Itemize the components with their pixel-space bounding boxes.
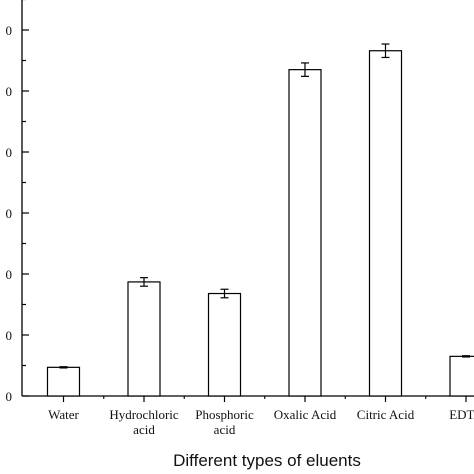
y-tick-label: 0 [6, 267, 13, 282]
x-tick-label: Citric Acid [357, 407, 415, 422]
y-tick-label: 0 [6, 145, 13, 160]
y-tick-label: 0 [6, 389, 13, 404]
x-tick-label: Phosphoric acid [195, 407, 254, 437]
y-tick-label: 0 [6, 328, 13, 343]
x-tick-label-line: Oxalic Acid [274, 407, 337, 422]
x-tick-label-line: Water [48, 407, 79, 422]
x-tick-label: EDTA [449, 407, 474, 422]
bar [207, 292, 242, 397]
x-tick-label-line: EDTA [449, 407, 474, 422]
x-tick-label-line: acid [133, 422, 155, 437]
x-tick-label-line: Hydrochloric [109, 407, 179, 422]
bar [46, 366, 81, 397]
x-tick-label: Water [48, 407, 79, 422]
bar [288, 69, 322, 397]
y-tick-label: 0 [6, 84, 13, 99]
bar [368, 50, 403, 397]
x-tick-label-line: Phosphoric [195, 407, 254, 422]
y-tick-label: 0 [6, 23, 13, 38]
bar [127, 281, 161, 397]
bar [449, 355, 474, 397]
x-tick-label: Oxalic Acid [274, 407, 337, 422]
x-axis-label: Different types of eluents [173, 451, 361, 470]
x-tick-label: Hydrochloric acid [109, 407, 179, 437]
y-tick-label: 0 [6, 206, 13, 221]
x-tick-label-line: acid [214, 422, 236, 437]
x-tick-label-line: Citric Acid [357, 407, 415, 422]
